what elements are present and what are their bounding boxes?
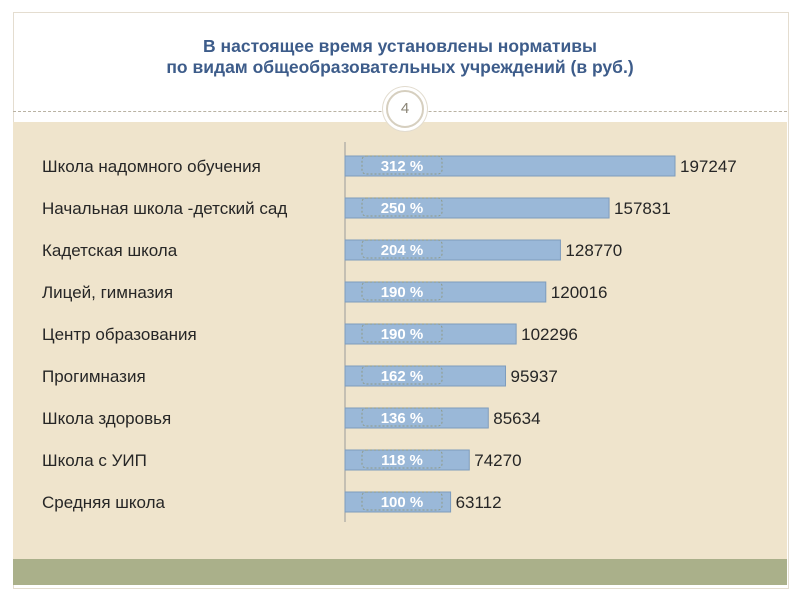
category-label: Средняя школа: [42, 493, 166, 512]
category-label: Прогимназия: [42, 367, 146, 386]
bar: [344, 197, 610, 219]
value-label: 157831: [614, 199, 671, 218]
bar: [344, 491, 452, 513]
bar: [344, 365, 507, 387]
category-label: Лицей, гимназия: [42, 283, 173, 302]
percent-label-frame: [361, 155, 443, 175]
bar: [344, 323, 517, 345]
footer-bar: [13, 559, 787, 585]
category-label: Кадетская школа: [42, 241, 178, 260]
percent-label: 204 %: [381, 242, 424, 259]
percent-label-frame: [361, 323, 443, 343]
value-label: 120016: [551, 283, 608, 302]
bar: [344, 155, 676, 177]
value-label: 74270: [474, 451, 521, 470]
slide-title-line-1: В настоящее время установлены нормативы: [203, 36, 597, 56]
category-label: Центр образования: [42, 325, 197, 344]
value-label: 85634: [493, 409, 540, 428]
percent-label: 250 %: [381, 200, 424, 217]
category-label: Начальная школа -детский сад: [42, 199, 287, 218]
page-number-badge: 4: [386, 90, 424, 128]
percent-label-frame: [361, 239, 443, 259]
percent-label: 118 %: [381, 452, 423, 469]
value-label: 102296: [521, 325, 578, 344]
bar: [344, 239, 561, 261]
percent-label-frame: [361, 491, 443, 511]
percent-label: 136 %: [381, 410, 424, 427]
percent-label: 190 %: [381, 284, 424, 301]
value-label: 128770: [565, 241, 622, 260]
value-label: 197247: [680, 157, 737, 176]
bar: [344, 281, 547, 303]
percent-label-frame: [361, 281, 443, 301]
category-label: Школа здоровья: [42, 409, 171, 428]
bar: [344, 407, 489, 429]
percent-label: 312 %: [381, 158, 424, 175]
slide-title-line-2: по видам общеобразовательных учреждений …: [166, 57, 634, 77]
percent-label-frame: [361, 197, 443, 217]
category-label: Школа с УИП: [42, 451, 147, 470]
percent-label: 100 %: [381, 494, 424, 511]
percent-label-frame: [361, 365, 443, 385]
percent-label: 162 %: [381, 368, 424, 385]
slide-title: В настоящее время установлены нормативы …: [13, 36, 787, 78]
value-label: 63112: [456, 493, 502, 512]
percent-label-frame: [361, 449, 443, 469]
percent-label-frame: [361, 407, 443, 427]
category-label: Школа надомного обучения: [42, 157, 261, 176]
value-label: 95937: [511, 367, 558, 386]
percent-label: 190 %: [381, 326, 424, 343]
